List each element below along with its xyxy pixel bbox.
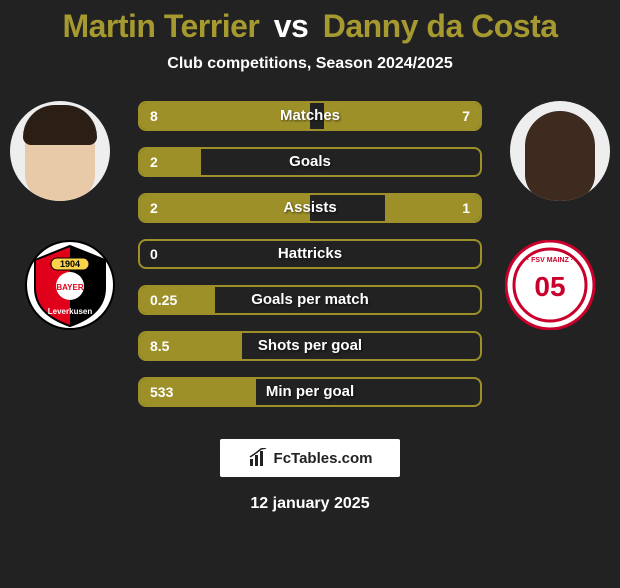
- leverkusen-badge-icon: 1904 BAYER Leverkusen: [25, 240, 115, 330]
- chart-icon: [248, 448, 268, 468]
- stat-label: Hattricks: [140, 241, 480, 267]
- stat-row: 0Hattricks: [138, 239, 482, 269]
- stat-row: 87Matches: [138, 101, 482, 131]
- player2-avatar: [510, 101, 610, 201]
- subtitle: Club competitions, Season 2024/2025: [0, 55, 620, 73]
- comparison-title: Martin Terrier vs Danny da Costa: [0, 8, 620, 45]
- stat-row: 2Goals: [138, 147, 482, 177]
- date-text: 12 january 2025: [0, 495, 620, 513]
- svg-text:BAYER: BAYER: [56, 283, 83, 292]
- stat-row: 0.25Goals per match: [138, 285, 482, 315]
- player2-name: Danny da Costa: [323, 8, 558, 44]
- svg-text:Leverkusen: Leverkusen: [48, 307, 93, 316]
- stat-label: Assists: [140, 195, 480, 221]
- mainz-badge-icon: 05 · FSV MAINZ ·: [505, 240, 595, 330]
- player1-avatar: [10, 101, 110, 201]
- face-shape: [525, 111, 595, 201]
- branding-text: FcTables.com: [274, 450, 373, 467]
- stat-bars: 87Matches 2Goals 21Assists 0Hattricks 0.25Go…: [138, 101, 482, 423]
- player1-name: Martin Terrier: [62, 8, 259, 44]
- svg-text:05: 05: [534, 271, 565, 302]
- stat-label: Goals per match: [140, 287, 480, 313]
- stat-label: Shots per goal: [140, 333, 480, 359]
- stat-row: 21Assists: [138, 193, 482, 223]
- svg-text:1904: 1904: [60, 259, 80, 269]
- stat-label: Goals: [140, 149, 480, 175]
- branding-badge: FcTables.com: [220, 439, 400, 477]
- stat-label: Matches: [140, 103, 480, 129]
- hair-shape: [23, 105, 97, 145]
- comparison-body: 1904 BAYER Leverkusen 05 · FSV MAINZ · 8…: [0, 101, 620, 421]
- stat-label: Min per goal: [140, 379, 480, 405]
- stat-row: 533Min per goal: [138, 377, 482, 407]
- player1-club-badge: 1904 BAYER Leverkusen: [20, 235, 120, 335]
- vs-text: vs: [274, 8, 309, 44]
- player2-club-badge: 05 · FSV MAINZ ·: [500, 235, 600, 335]
- stat-row: 8.5Shots per goal: [138, 331, 482, 361]
- svg-text:· FSV MAINZ ·: · FSV MAINZ ·: [527, 257, 573, 264]
